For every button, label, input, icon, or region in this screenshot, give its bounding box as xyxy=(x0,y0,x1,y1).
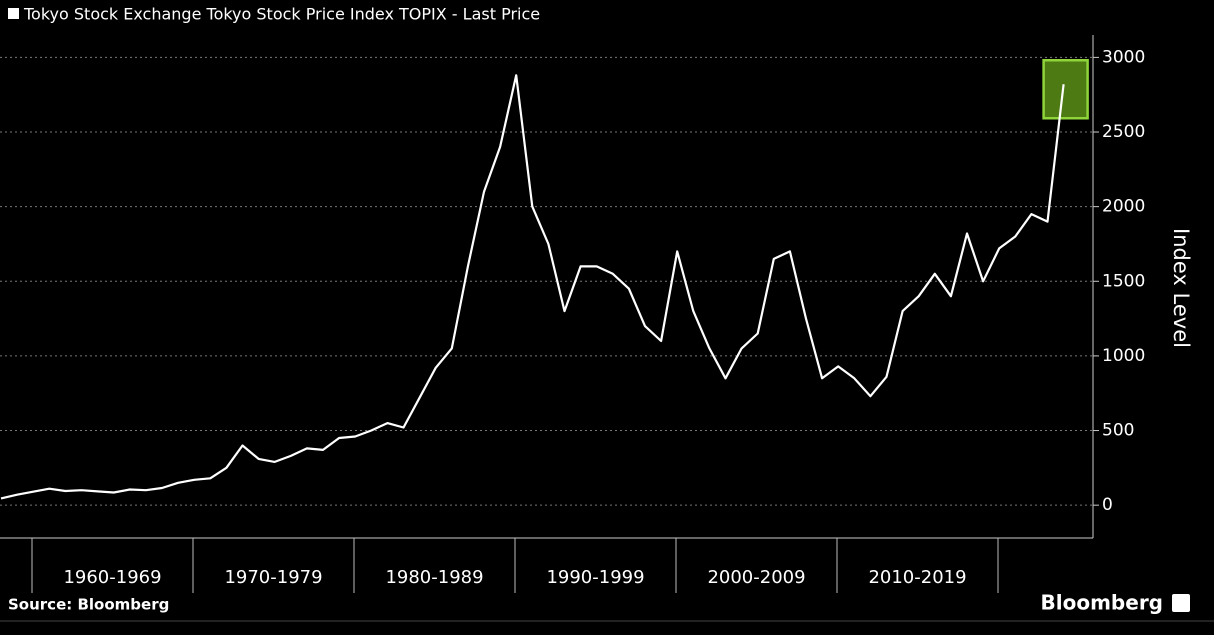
y-tick-label: 3000 xyxy=(1102,47,1145,67)
y-tick-label: 1500 xyxy=(1102,271,1145,291)
source: Source: Bloomberg xyxy=(8,596,169,614)
price-line xyxy=(0,74,1065,500)
brand-icon xyxy=(1172,594,1190,612)
chart-title: Tokyo Stock Exchange Tokyo Stock Price I… xyxy=(23,5,540,24)
x-tick-label: 2010-2019 xyxy=(868,567,966,588)
y-tick-label: 0 xyxy=(1102,495,1113,515)
legend-swatch xyxy=(8,8,19,19)
highlight-box xyxy=(1042,59,1089,120)
x-tick-label: 1960-1969 xyxy=(63,567,161,588)
y-tick-label: 2500 xyxy=(1102,122,1145,142)
brand: Bloomberg xyxy=(1041,591,1163,615)
x-tick-label: 1980-1989 xyxy=(385,567,483,588)
x-tick-label: 2000-2009 xyxy=(707,567,805,588)
x-tick-label: 1970-1979 xyxy=(224,567,322,588)
y-tick-label: 2000 xyxy=(1102,197,1145,217)
y-tick-label: 500 xyxy=(1102,421,1134,441)
y-tick-label: 1000 xyxy=(1102,346,1145,366)
x-tick-label: 1990-1999 xyxy=(546,567,644,588)
y-axis-label: Index Level xyxy=(1169,228,1193,348)
